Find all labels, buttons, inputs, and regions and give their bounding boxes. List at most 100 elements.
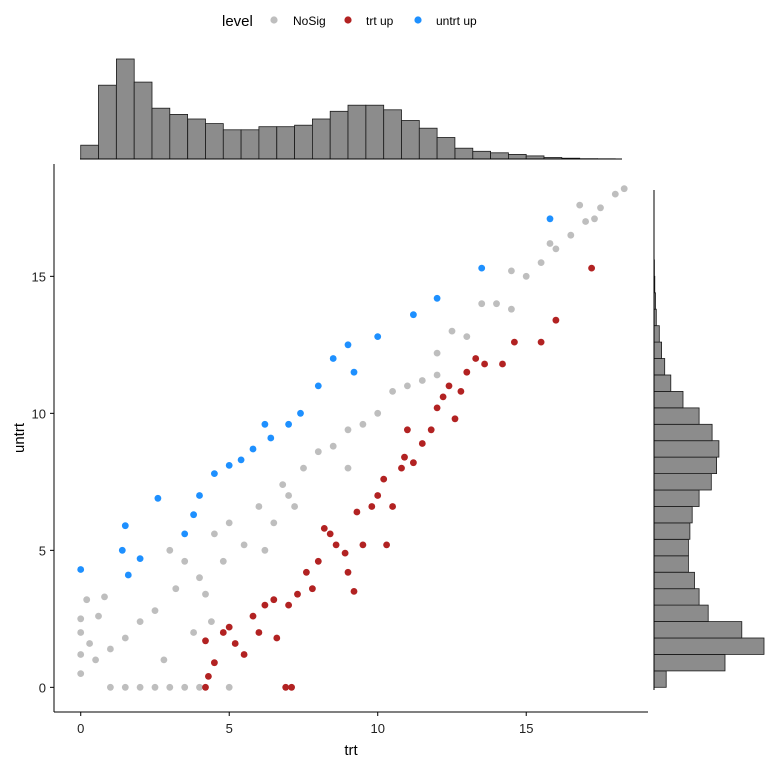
point-nosig — [107, 646, 114, 653]
histogram-bar-right — [654, 671, 666, 687]
point-trt-up — [303, 569, 310, 576]
point-nosig — [77, 615, 84, 622]
histogram-bar-right — [654, 605, 708, 621]
point-nosig — [404, 383, 411, 390]
point-trt-up — [538, 339, 545, 346]
point-trt-up — [327, 531, 334, 538]
x-tick-label: 10 — [370, 721, 384, 736]
histogram-bar-right — [654, 589, 699, 605]
point-trt-up — [211, 659, 218, 666]
histogram-bar-right — [654, 523, 690, 539]
histogram-bar-right — [654, 342, 662, 358]
point-untrt-up — [196, 492, 203, 499]
histogram-bar-top — [277, 127, 295, 159]
histogram-bar-top — [152, 108, 170, 159]
point-trt-up — [262, 602, 269, 609]
histogram-bar-top — [348, 105, 366, 159]
point-trt-up — [354, 509, 361, 516]
point-trt-up — [226, 624, 233, 631]
point-trt-up — [404, 426, 411, 433]
x-tick-label: 5 — [226, 721, 233, 736]
point-untrt-up — [267, 435, 274, 442]
point-trt-up — [351, 588, 358, 595]
point-nosig — [291, 503, 298, 510]
histogram-bar-top — [81, 145, 99, 159]
point-trt-up — [374, 492, 381, 499]
histogram-bar-right — [654, 638, 764, 654]
point-trt-up — [511, 339, 518, 346]
point-nosig — [226, 520, 233, 527]
histogram-bar-top — [259, 127, 277, 159]
point-nosig — [300, 465, 307, 472]
point-trt-up — [205, 673, 212, 680]
point-trt-up — [499, 361, 506, 368]
point-untrt-up — [137, 555, 144, 562]
histogram-bar-right — [654, 375, 671, 391]
point-nosig — [345, 465, 352, 472]
point-nosig — [330, 443, 337, 450]
point-nosig — [172, 585, 179, 592]
histogram-bar-top — [473, 151, 491, 159]
point-nosig — [241, 542, 248, 549]
point-untrt-up — [119, 547, 126, 554]
histogram-bar-top — [491, 153, 509, 159]
point-nosig — [612, 191, 619, 198]
point-trt-up — [333, 542, 340, 549]
histogram-bar-top — [241, 130, 259, 159]
point-trt-up — [446, 383, 453, 390]
point-trt-up — [380, 476, 387, 483]
point-untrt-up — [374, 333, 381, 340]
point-untrt-up — [155, 495, 162, 502]
legend-label-untrt-up: untrt up — [436, 14, 477, 28]
point-trt-up — [434, 405, 441, 412]
point-nosig — [508, 306, 515, 313]
histogram-bar-top — [223, 130, 241, 159]
point-nosig — [152, 684, 159, 691]
point-trt-up — [463, 369, 470, 376]
y-axis-label: untrt — [11, 422, 28, 453]
point-trt-up — [398, 465, 405, 472]
point-untrt-up — [297, 410, 304, 417]
point-nosig — [92, 657, 99, 664]
histogram-bar-top — [419, 128, 437, 159]
point-untrt-up — [190, 511, 197, 518]
point-nosig — [547, 240, 554, 247]
point-nosig — [270, 520, 277, 527]
histogram-bar-top — [437, 138, 455, 160]
point-trt-up — [588, 265, 595, 272]
point-nosig — [211, 531, 218, 538]
point-nosig — [152, 607, 159, 614]
point-untrt-up — [226, 462, 233, 469]
point-nosig — [196, 574, 203, 581]
legend-key-trt-up — [344, 16, 351, 23]
point-nosig — [166, 684, 173, 691]
point-trt-up — [232, 640, 239, 647]
point-nosig — [226, 684, 233, 691]
x-tick-label: 15 — [519, 721, 533, 736]
point-trt-up — [360, 542, 367, 549]
point-trt-up — [273, 635, 280, 642]
point-nosig — [262, 547, 269, 554]
histogram-bar-top — [170, 114, 188, 159]
histogram-bar-right — [654, 655, 725, 671]
point-trt-up — [321, 525, 328, 532]
point-nosig — [463, 333, 470, 340]
point-trt-up — [202, 684, 209, 691]
point-nosig — [220, 558, 227, 565]
point-trt-up — [419, 440, 426, 447]
point-untrt-up — [250, 446, 257, 453]
point-nosig — [582, 218, 589, 225]
point-nosig — [122, 635, 129, 642]
histogram-bar-right — [654, 457, 717, 473]
point-trt-up — [309, 585, 316, 592]
point-trt-up — [389, 503, 396, 510]
point-trt-up — [285, 602, 292, 609]
point-untrt-up — [351, 369, 358, 376]
point-trt-up — [428, 426, 435, 433]
point-trt-up — [410, 459, 417, 466]
point-trt-up — [401, 454, 408, 461]
point-trt-up — [250, 613, 257, 620]
point-trt-up — [315, 558, 322, 565]
point-nosig — [567, 232, 574, 239]
x-tick-label: 0 — [77, 721, 84, 736]
